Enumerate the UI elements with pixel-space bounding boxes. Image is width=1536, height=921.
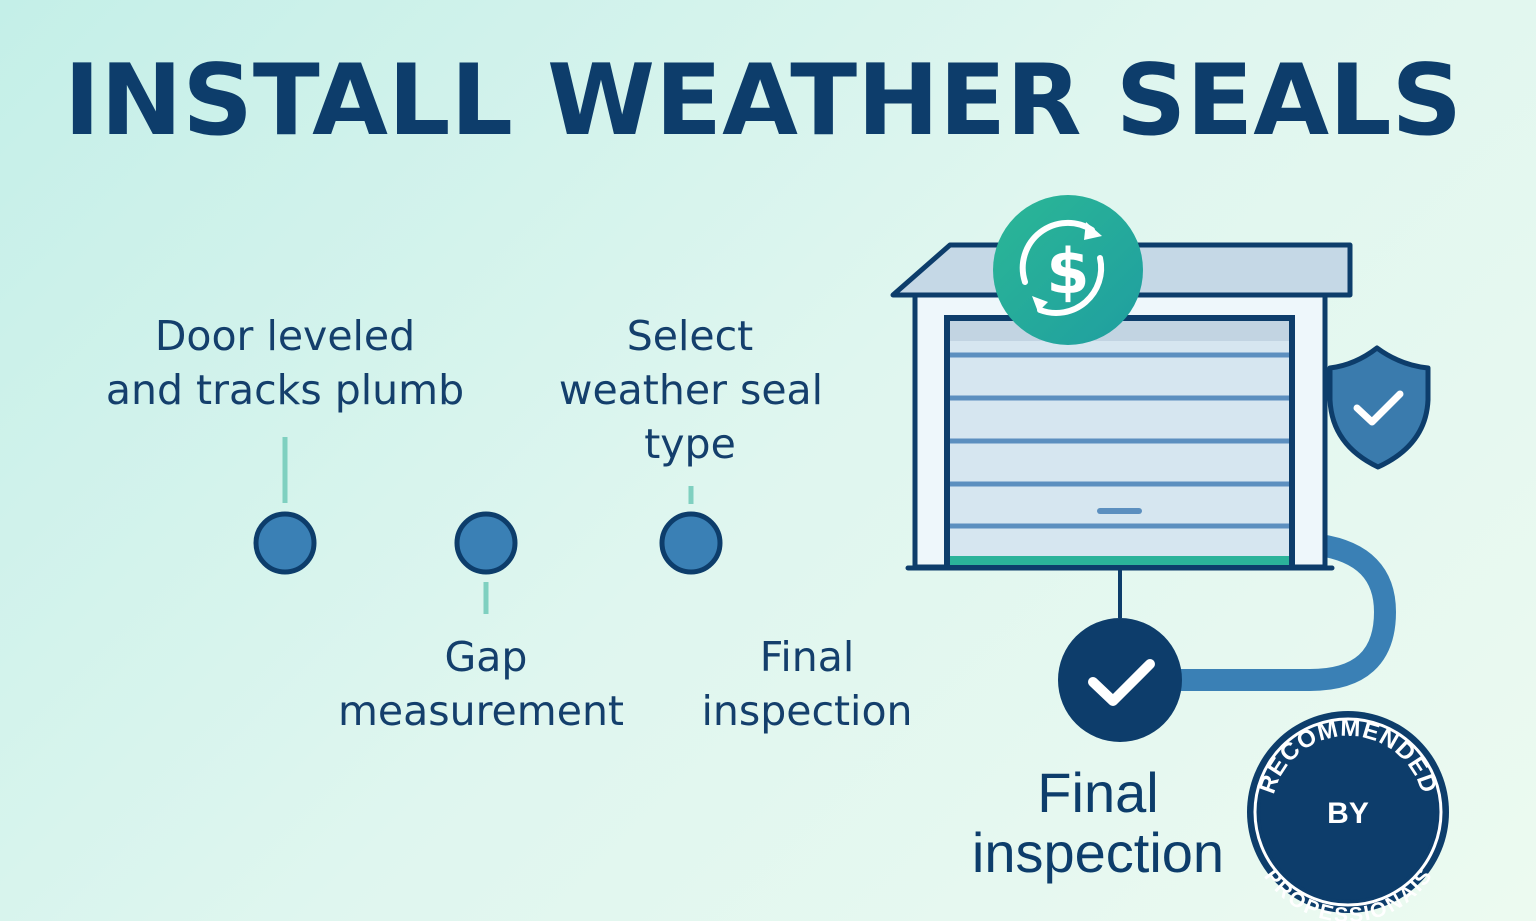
label-line: and tracks plumb bbox=[106, 366, 464, 414]
label-line: weather seal bbox=[559, 366, 823, 414]
svg-text:$: $ bbox=[1046, 235, 1089, 308]
shield-check-icon bbox=[1327, 345, 1431, 470]
final-step-label: Final inspection bbox=[972, 761, 1224, 884]
badge-center-text: BY bbox=[1327, 797, 1369, 830]
timeline-curve bbox=[1180, 534, 1397, 691]
step-marker-1 bbox=[253, 511, 317, 575]
label-line: Select bbox=[627, 312, 753, 360]
label-line: Final bbox=[760, 633, 855, 681]
label-line: type bbox=[644, 420, 736, 468]
step-marker-2 bbox=[454, 511, 518, 575]
step-label-gap-measurement: Gap measurement bbox=[338, 633, 624, 735]
step-label-select-seal: Select weather seal type bbox=[559, 312, 823, 468]
recommended-badge: RECOMMENDED BY PROPESSIONAIS bbox=[1247, 711, 1449, 921]
dollar-cycle-icon: $ bbox=[993, 195, 1143, 345]
step-label-final-inspection: Final inspection bbox=[701, 633, 912, 735]
label-line: measurement bbox=[338, 687, 624, 735]
check-circle-icon bbox=[1058, 618, 1182, 742]
step-label-door-leveled: Door leveled and tracks plumb bbox=[106, 312, 464, 414]
label-line: Gap bbox=[445, 633, 528, 681]
page-title: INSTALL WEATHER SEALS bbox=[64, 44, 1462, 158]
label-line: Door leveled bbox=[155, 312, 415, 360]
label-line: Final bbox=[1037, 761, 1158, 824]
step-marker-3 bbox=[659, 511, 723, 575]
label-line: inspection bbox=[972, 821, 1224, 884]
label-line: inspection bbox=[701, 687, 912, 735]
